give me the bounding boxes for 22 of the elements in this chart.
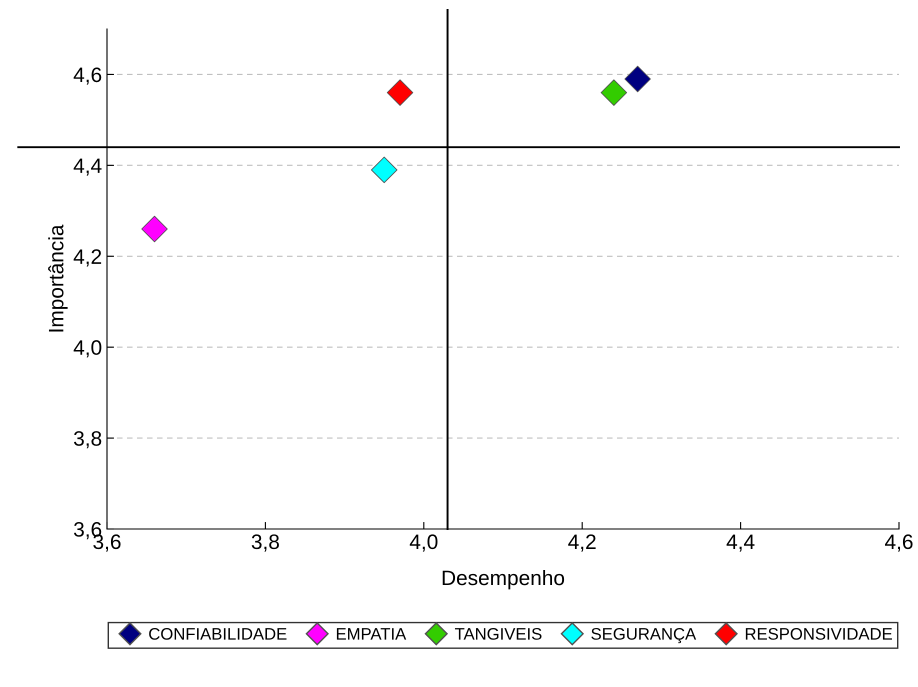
point	[370, 156, 398, 184]
point	[600, 79, 628, 106]
legend-label: SEGURANÇA	[591, 628, 696, 644]
point	[624, 66, 651, 92]
point	[141, 216, 168, 242]
y-tick-label: 4,2	[74, 249, 102, 266]
y-tick-label: 4,0	[74, 340, 102, 358]
y-tick-label: 4,4	[74, 158, 102, 176]
legend-label: CONFIABILIDADE	[149, 628, 286, 640]
x-axis-title: Desempenho	[442, 570, 564, 590]
legend-label: EMPATIA	[336, 628, 406, 640]
legend-label: TANGIVEIS	[454, 628, 542, 640]
point	[386, 79, 414, 106]
legend-label: RESPONSIVIDADE	[746, 628, 892, 640]
y-tick-label: 3,8	[74, 431, 102, 448]
x-tick-label: 4,6	[885, 534, 913, 552]
y-axis-title: Importância	[48, 224, 68, 332]
y-tick-label: 4,6	[74, 67, 102, 85]
x-tick-label: 4,2	[568, 534, 596, 552]
x-tick-label: 4,0	[410, 534, 438, 552]
x-tick-label: 3,8	[252, 534, 279, 552]
x-tick-label: 4,4	[726, 534, 754, 552]
